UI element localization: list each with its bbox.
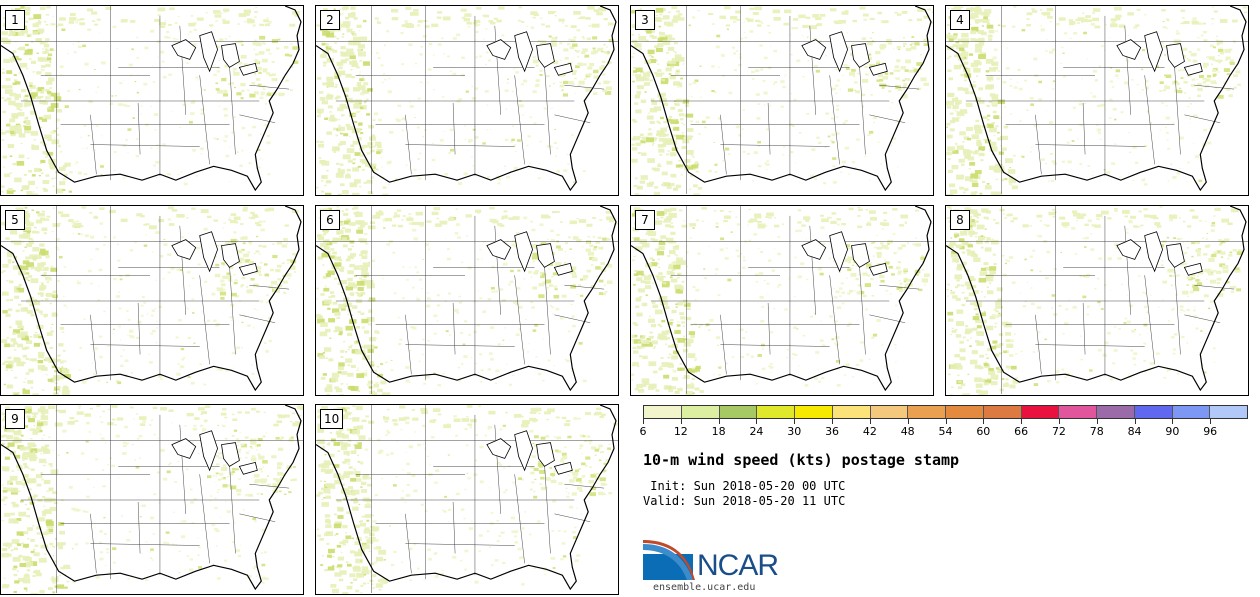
colorbar-tick [1210, 419, 1212, 424]
member-number: 5 [5, 210, 25, 230]
colorbar-swatch [1097, 406, 1135, 418]
colorbar-tick-label: 72 [1051, 425, 1066, 438]
colorbar-swatch [946, 406, 984, 418]
colorbar-tick-label: 48 [900, 425, 915, 438]
colorbar-tick [718, 419, 720, 424]
wind-speed-field [1, 6, 300, 195]
map-panel-4: 4 [945, 5, 1249, 196]
colorbar-swatch [1059, 406, 1097, 418]
member-number: 7 [635, 210, 655, 230]
conus-map [1, 6, 303, 195]
colorbar-tick-label: 24 [749, 425, 764, 438]
map-panel-3: 3 [630, 5, 934, 196]
colorbar-swatch [795, 406, 833, 418]
colorbar-swatch [832, 406, 871, 418]
colorbar-tick [983, 419, 985, 424]
conus-map [946, 206, 1248, 395]
colorbar-swatch [1210, 406, 1247, 418]
map-panel-5: 5 [0, 205, 304, 396]
wind-speed-field [1, 405, 303, 594]
colorbar-tick-label: 12 [673, 425, 688, 438]
conus-map [316, 6, 618, 195]
colorbar-tick-label: 66 [1014, 425, 1029, 438]
member-number: 3 [635, 10, 655, 30]
wind-speed-field [946, 206, 1244, 395]
colorbar-tick [1058, 419, 1060, 424]
colorbar-tick [1021, 419, 1023, 424]
conus-map [1, 405, 303, 594]
colorbar-swatch [983, 406, 1022, 418]
wind-speed-field [316, 405, 618, 594]
colorbar-tick [1134, 419, 1136, 424]
colorbar-swatch [719, 406, 758, 418]
member-number: 4 [950, 10, 970, 30]
wind-speed-field [946, 6, 1248, 195]
colorbar-tick-label: 84 [1127, 425, 1142, 438]
map-panel-6: 6 [315, 205, 619, 396]
conus-map [1, 206, 303, 395]
conus-map [631, 6, 933, 195]
site-url[interactable]: ensemble.ucar.edu [653, 582, 756, 593]
colorbar-tick-label: 96 [1203, 425, 1218, 438]
colorbar-tick [869, 419, 871, 424]
colorbar-swatch [644, 406, 682, 418]
member-number: 1 [5, 10, 25, 30]
conus-map [631, 206, 933, 395]
member-number: 2 [320, 10, 340, 30]
colorbar-tick-label: 6 [639, 425, 647, 438]
wind-speed-field [316, 206, 618, 395]
colorbar-tick-label: 42 [862, 425, 877, 438]
colorbar-tick-label: 30 [787, 425, 802, 438]
colorbar-tick [643, 419, 644, 424]
map-panel-1: 1 [0, 5, 304, 196]
map-panel-10: 10 [315, 404, 619, 595]
colorbar-tick-label: 18 [711, 425, 726, 438]
colorbar-tick [1172, 419, 1174, 424]
init-time: Init: Sun 2018-05-20 00 UTC [643, 479, 846, 493]
chart-title: 10-m wind speed (kts) postage stamp [643, 451, 960, 469]
colorbar-tick [680, 419, 682, 424]
colorbar-swatch [757, 406, 795, 418]
conus-map [316, 206, 618, 395]
member-number: 9 [5, 409, 25, 429]
conus-map [946, 6, 1248, 195]
colorbar-tick-label: 90 [1165, 425, 1180, 438]
colorbar-swatch [1172, 406, 1211, 418]
colorbar-swatch [908, 406, 946, 418]
ncar-logo-text: NCAR [697, 549, 779, 582]
map-panel-7: 7 [630, 205, 934, 396]
member-number: 8 [950, 210, 970, 230]
colorbar-tick [756, 419, 758, 424]
map-panel-9: 9 [0, 404, 304, 595]
colorbar-tick-label: 36 [825, 425, 840, 438]
colorbar-tick [794, 419, 796, 424]
colorbar-tick-label: 54 [938, 425, 953, 438]
map-panel-8: 8 [945, 205, 1249, 396]
colorbar-swatch [1134, 406, 1173, 418]
member-number: 10 [320, 409, 344, 429]
conus-map [316, 405, 618, 594]
member-number: 6 [320, 210, 340, 230]
colorbar-tick [1096, 419, 1098, 424]
colorbar-swatch [681, 406, 720, 418]
colorbar [643, 405, 1248, 419]
wind-speed-field [316, 6, 614, 195]
colorbar-ticks: 6 12 18 24 30 36 42 48 54 60 66 72 78 84 90 96 [639, 419, 1248, 441]
colorbar-tick [907, 419, 909, 424]
ncar-logo-icon [643, 540, 695, 580]
map-panel-2: 2 [315, 5, 619, 196]
wind-speed-field [631, 6, 933, 195]
colorbar-tick-label: 78 [1089, 425, 1104, 438]
colorbar-tick [832, 419, 834, 424]
colorbar-tick [945, 419, 947, 424]
colorbar-swatch [1021, 406, 1060, 418]
colorbar-tick-label: 60 [976, 425, 991, 438]
colorbar-swatch [870, 406, 909, 418]
valid-time: Valid: Sun 2018-05-20 11 UTC [643, 494, 846, 508]
